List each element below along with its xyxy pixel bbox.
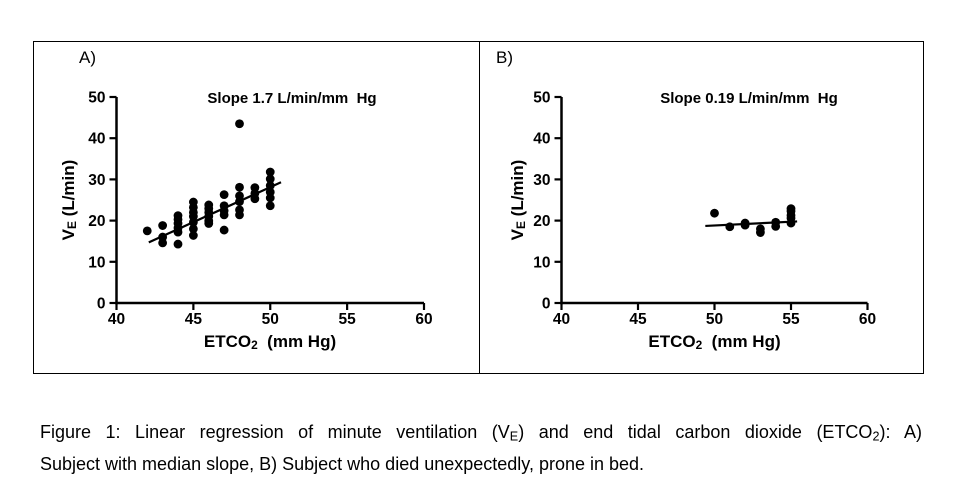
y-tick-label: 40	[88, 131, 105, 148]
subscript-text: E	[65, 221, 80, 229]
panel-divider-line	[478, 42, 480, 373]
y-tick-label: 10	[88, 254, 105, 271]
subscript-text: 2	[695, 338, 703, 353]
subscript-text: E	[514, 221, 529, 229]
data-point	[142, 226, 152, 236]
y-tick-label: 20	[88, 213, 105, 230]
figure-caption: Figure 1: Linear regression of minute ve…	[40, 418, 922, 478]
x-tick-label: 55	[782, 311, 800, 328]
x-tick-label: 45	[629, 311, 647, 328]
panel-b-scatter-chart: 40 45 50 55 60 0 10 20 30 40 50	[533, 90, 876, 329]
panel-b: B) Slope 0.19 L/min/mm Hg 40 45 50 55 60 0 10 2…	[480, 42, 923, 372]
data-point	[725, 222, 735, 232]
data-point	[188, 231, 198, 240]
data-point	[265, 167, 275, 177]
subscript-text: 2	[251, 338, 258, 353]
y-tick-label: 20	[533, 213, 550, 230]
text-segment: ETCO	[648, 332, 696, 351]
data-point	[265, 193, 275, 203]
y-tick-label: 40	[533, 131, 550, 148]
panel-b-slope-annotation: Slope 0.19 L/min/mm Hg	[660, 90, 838, 107]
caption-line-2: Subject with median slope, B) Subject wh…	[40, 450, 922, 478]
data-point	[265, 201, 275, 211]
data-point	[219, 190, 229, 200]
text-segment: (L/min)	[58, 159, 78, 222]
text-segment: (mm Hg)	[702, 332, 781, 351]
panel-b-x-axis-title: ETCO2 (mm Hg)	[561, 332, 868, 352]
y-tick-label: 30	[533, 172, 550, 189]
data-point	[710, 208, 719, 218]
panel-a-y-axis-title: VE (L/min)	[59, 160, 79, 241]
data-point	[265, 181, 275, 190]
data-point	[265, 174, 275, 184]
data-point	[756, 228, 765, 237]
data-point	[740, 220, 750, 230]
text-segment: Figure 1: Linear regression of minute ve…	[40, 422, 510, 442]
x-tick-label: 50	[706, 311, 723, 328]
data-point	[204, 219, 214, 228]
data-point	[771, 221, 781, 231]
y-tick-label: 50	[88, 90, 105, 107]
x-tick-label: 60	[859, 311, 876, 328]
data-point	[235, 210, 244, 220]
regression-line	[148, 181, 282, 244]
text-segment: V	[507, 228, 527, 241]
subscript-text: E	[509, 429, 519, 444]
text-segment: Subject with median slope, B) Subject wh…	[40, 454, 645, 475]
text-segment: ) and end tidal carbon dioxide (ETCO	[518, 422, 873, 442]
y-tick-label: 0	[97, 296, 106, 313]
data-point	[173, 227, 183, 237]
data-point	[188, 224, 198, 234]
data-point	[173, 239, 183, 249]
y-tick-label: 30	[88, 172, 105, 189]
figure-box: A) Slope 1.7 L/min/mm Hg 40 45 50 55 60 0 10 20…	[33, 41, 924, 374]
data-point	[219, 210, 229, 220]
text-segment: (L/min)	[507, 159, 527, 222]
data-point	[188, 217, 198, 227]
text-segment: ): A)	[879, 422, 922, 442]
x-tick-label: 40	[108, 311, 125, 328]
data-point	[158, 238, 168, 248]
data-point	[235, 182, 244, 192]
data-point	[235, 197, 244, 207]
data-point	[219, 225, 229, 235]
data-point	[786, 218, 796, 228]
x-tick-label: 55	[339, 311, 357, 328]
panel-a-scatter-chart: 40 45 50 55 60 0 10 20 30 40 50	[88, 90, 432, 329]
text-segment: V	[58, 228, 78, 241]
text-segment: (mm Hg)	[257, 332, 337, 351]
y-tick-label: 50	[533, 90, 550, 107]
x-tick-label: 60	[415, 311, 432, 328]
panel-a-label: A)	[79, 48, 96, 67]
data-point	[158, 221, 168, 230]
data-point	[235, 119, 244, 129]
data-point	[250, 194, 260, 204]
x-tick-label: 50	[262, 311, 279, 328]
y-tick-label: 10	[533, 254, 550, 271]
panel-a-slope-annotation: Slope 1.7 L/min/mm Hg	[207, 90, 377, 107]
x-tick-label: 40	[553, 311, 570, 328]
panel-b-y-axis-title: VE (L/min)	[508, 160, 528, 241]
regression-line	[705, 220, 798, 228]
caption-line-1: Figure 1: Linear regression of minute ve…	[40, 418, 922, 450]
y-tick-label: 0	[542, 296, 551, 313]
panel-a: A) Slope 1.7 L/min/mm Hg 40 45 50 55 60 0 10 20…	[34, 42, 478, 372]
text-segment: ETCO	[203, 332, 252, 351]
panel-b-label: B)	[496, 48, 513, 67]
panel-a-x-axis-title: ETCO2 (mm Hg)	[116, 332, 424, 352]
subscript-text: 2	[872, 429, 880, 444]
x-tick-label: 45	[185, 311, 203, 328]
